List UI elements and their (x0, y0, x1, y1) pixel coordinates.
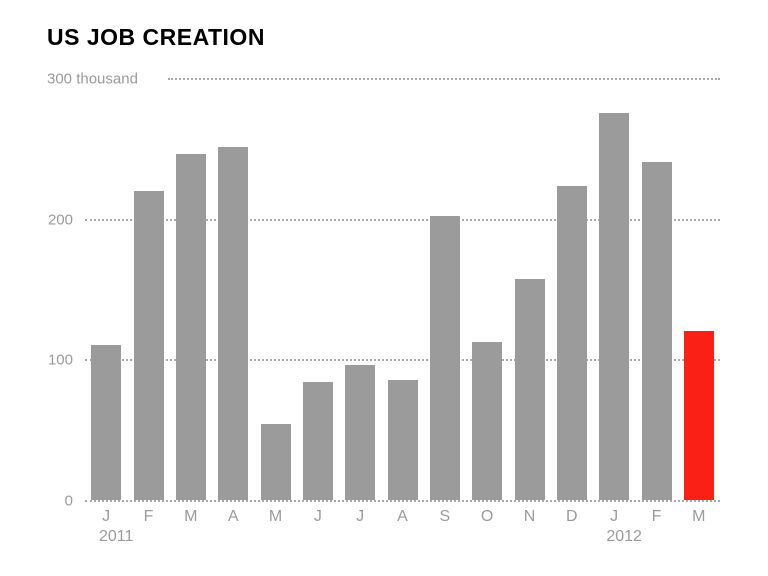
y-tick-label-100: 100 (47, 351, 73, 369)
gridline-200 (85, 218, 720, 221)
bar (514, 279, 545, 500)
bar (133, 190, 164, 500)
y-tick-label-0: 0 (64, 492, 73, 510)
x-tick-label-1: F (143, 508, 154, 525)
x-tick-label-12: J (610, 508, 619, 525)
x-tick-label-3: A (227, 508, 239, 525)
x-tick-label-10: N (523, 508, 536, 525)
x-tick-label-13: F (651, 508, 662, 525)
bar (175, 153, 206, 500)
bar (641, 162, 672, 500)
x-tick-label-2: M (184, 508, 198, 525)
x-tick-label-6: J (356, 508, 365, 525)
bar (429, 215, 460, 500)
x-tick-label-4: M (268, 508, 283, 525)
year-label-2011: 2011 (98, 528, 134, 545)
bar (260, 424, 291, 500)
x-tick-label-9: O (480, 508, 494, 525)
bar-highlighted (683, 331, 714, 500)
bar (218, 146, 249, 500)
y-axis-unit-label: 300 thousand (47, 70, 138, 88)
gridline-100 (85, 359, 720, 362)
chart-title: US JOB CREATION (47, 24, 265, 50)
x-tick-label-5: J (313, 508, 322, 525)
gridline-0 (85, 500, 720, 502)
bar (387, 380, 418, 500)
gridline-300 (168, 78, 720, 80)
x-tick-label-7: A (397, 508, 408, 525)
x-tick-label-8: S (439, 508, 451, 525)
x-tick-label-0: J (102, 508, 111, 525)
x-tick-label-14: M (692, 508, 706, 525)
bar (556, 186, 587, 500)
x-tick-label-11: D (566, 508, 578, 525)
bar (472, 342, 503, 500)
y-tick-label-200: 200 (47, 211, 73, 229)
year-label-2012: 2012 (606, 528, 642, 545)
bar (91, 345, 122, 500)
bar (599, 113, 630, 500)
bar (302, 381, 333, 500)
bar (345, 364, 376, 500)
